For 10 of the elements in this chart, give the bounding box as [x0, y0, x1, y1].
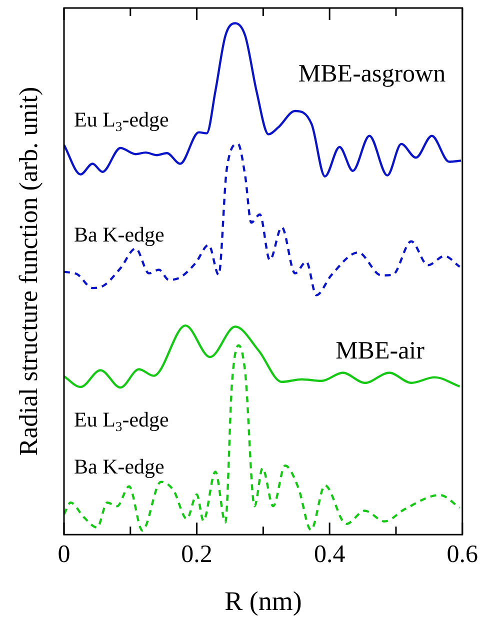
series-label: Ba K-edge	[74, 454, 164, 479]
x-tick-label: 0	[58, 541, 70, 568]
x-tick-label: 0.2	[181, 541, 212, 568]
annotation: MBE-asgrown	[298, 60, 446, 88]
x-axis-title: R (nm)	[224, 586, 302, 616]
annotation: MBE-air	[336, 338, 426, 365]
y-axis-title: Radial structure function (arb. unit)	[14, 86, 43, 456]
series-label: Ba K-edge	[74, 222, 164, 247]
x-tick-label: 0.6	[446, 541, 478, 568]
x-tick-label: 0.4	[314, 541, 346, 568]
